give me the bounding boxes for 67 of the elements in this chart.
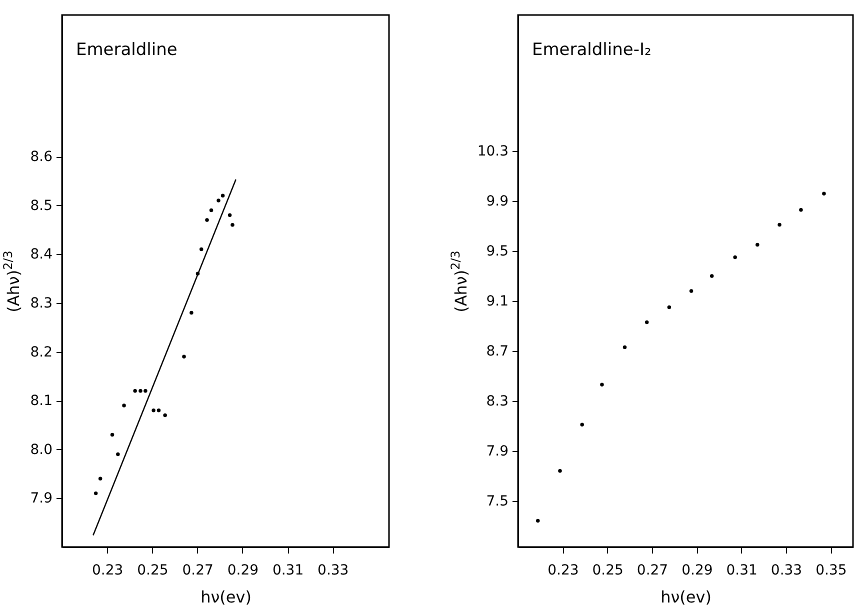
x-tick-label: 0.27	[636, 562, 668, 578]
point	[209, 208, 214, 212]
y-tick-label: 8.1	[30, 393, 52, 410]
text: Emeraldline	[76, 40, 178, 60]
point	[536, 518, 540, 523]
y-tick-label: 8.0	[30, 442, 52, 458]
point	[116, 452, 120, 456]
point	[228, 213, 232, 217]
point	[580, 422, 584, 426]
x-tick-label: 0.35	[816, 562, 847, 578]
y-tick-label: 7.5	[486, 493, 508, 510]
point	[756, 242, 760, 247]
x-tick-label: 0.31	[272, 562, 304, 578]
point	[558, 468, 562, 473]
x-tick-label: 0.23	[548, 562, 579, 578]
x-axis-title: hν(ev)	[200, 588, 252, 606]
x-axis-title: hν(ev)	[660, 588, 712, 606]
point	[778, 222, 782, 227]
point	[200, 247, 204, 252]
point	[644, 320, 649, 324]
point	[220, 194, 225, 198]
x-tick-label: 0.33	[318, 562, 349, 578]
y-tick-label: 10.3	[477, 144, 508, 160]
x-tick-label: 0.25	[592, 562, 624, 578]
point	[205, 218, 209, 222]
text: Emeraldline-I₂	[532, 40, 652, 60]
y-tick-label: 9.5	[486, 244, 508, 260]
y-tick-label: 8.7	[486, 343, 508, 360]
point	[230, 223, 234, 227]
point	[710, 274, 714, 278]
point	[667, 305, 672, 310]
point	[156, 408, 161, 412]
point	[152, 408, 156, 412]
point	[190, 310, 194, 315]
x-tick-label: 0.31	[726, 562, 758, 578]
x-tick-label: 0.27	[182, 562, 214, 578]
point	[182, 354, 186, 359]
y-tick-label: 9.1	[486, 293, 508, 310]
point	[216, 198, 220, 202]
point	[822, 192, 826, 196]
y-tick-label: 9.9	[486, 194, 508, 210]
point	[110, 432, 114, 437]
point	[600, 382, 604, 387]
x-tick-label: 0.25	[137, 562, 168, 578]
x-tick-label: 0.29	[682, 562, 713, 578]
y-tick-label: 8.4	[30, 246, 53, 263]
point	[98, 476, 102, 481]
point	[799, 208, 803, 212]
point	[144, 388, 148, 393]
y-tick-label: 8.6	[30, 149, 53, 166]
y-tick-label: 7.9	[486, 443, 508, 460]
y-tick-label: 8.3	[30, 295, 52, 312]
y-tick-label: 8.3	[486, 393, 508, 410]
point	[689, 289, 694, 293]
point	[622, 345, 627, 350]
x-tick-label: 0.33	[770, 562, 802, 578]
point	[94, 491, 98, 496]
y-tick-label: 8.5	[30, 198, 52, 214]
x-tick-label: 0.23	[92, 562, 124, 578]
point	[133, 388, 137, 393]
point	[122, 404, 126, 408]
y-tick-label: 8.2	[30, 344, 52, 360]
point	[733, 255, 737, 260]
point	[138, 388, 142, 393]
x-tick-label: 0.29	[227, 562, 258, 578]
point	[163, 413, 167, 418]
y-tick-label: 7.9	[30, 490, 52, 507]
